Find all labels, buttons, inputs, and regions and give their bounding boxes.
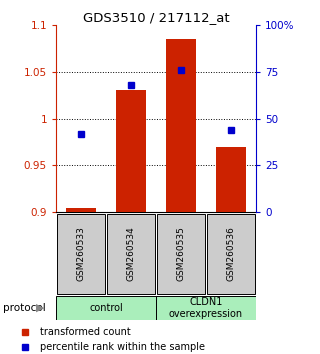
Bar [166, 39, 196, 212]
FancyBboxPatch shape [157, 214, 205, 294]
Bar [216, 147, 246, 212]
FancyBboxPatch shape [207, 214, 255, 294]
Bar [116, 90, 146, 212]
Text: GSM260534: GSM260534 [126, 227, 135, 281]
FancyBboxPatch shape [57, 214, 105, 294]
Text: GSM260535: GSM260535 [177, 227, 186, 281]
Text: control: control [89, 303, 123, 313]
Text: GSM260536: GSM260536 [227, 227, 236, 281]
Title: GDS3510 / 217112_at: GDS3510 / 217112_at [83, 11, 229, 24]
FancyBboxPatch shape [107, 214, 155, 294]
Text: ▶: ▶ [36, 303, 44, 313]
Text: protocol: protocol [3, 303, 46, 313]
Bar [66, 208, 96, 212]
Text: transformed count: transformed count [40, 327, 130, 337]
Text: percentile rank within the sample: percentile rank within the sample [40, 342, 204, 352]
Text: CLDN1
overexpression: CLDN1 overexpression [169, 297, 243, 319]
FancyBboxPatch shape [56, 296, 156, 320]
FancyBboxPatch shape [156, 296, 256, 320]
Text: GSM260533: GSM260533 [76, 227, 85, 281]
